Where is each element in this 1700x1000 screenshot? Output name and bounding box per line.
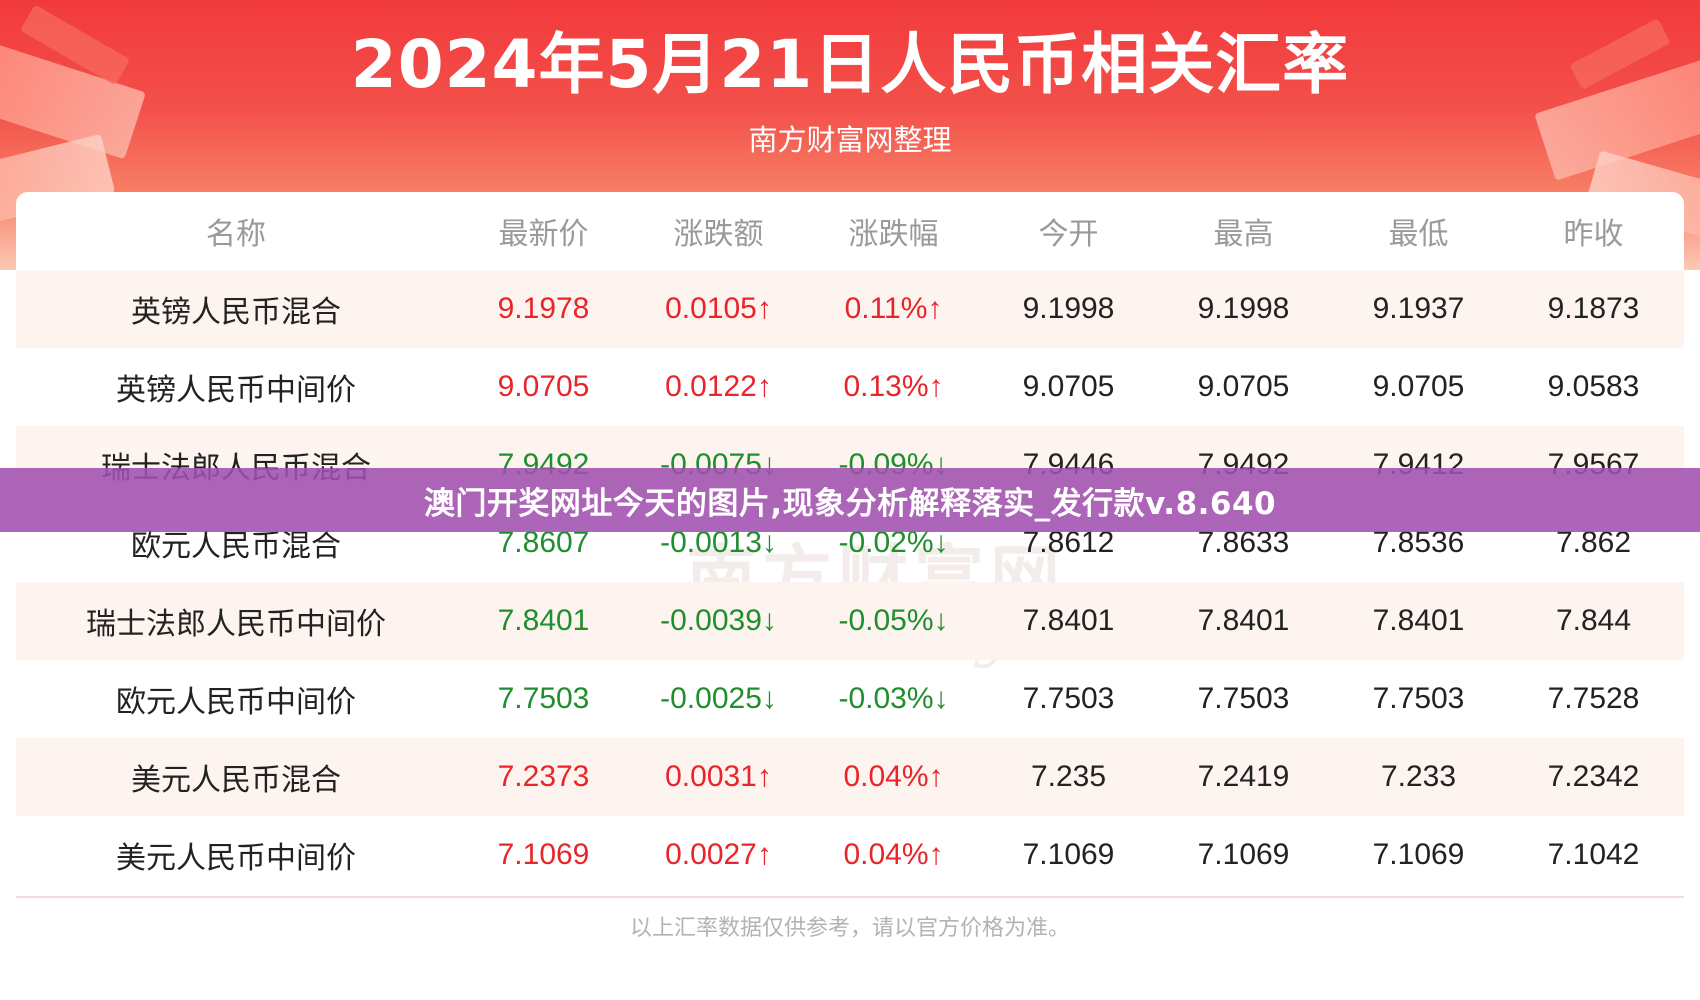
cell-pct: 0.04%↑ [843, 760, 944, 793]
cell-change: 0.0122↑ [665, 370, 772, 403]
col-header-change: 涨跌额 [673, 218, 764, 251]
page-subtitle: 南方财富网整理 [748, 123, 952, 157]
cell-prev: 7.844 [1555, 604, 1632, 637]
cell-latest: 7.8401 [497, 604, 590, 637]
col-header-name: 名称 [206, 217, 266, 252]
cell-pct: -0.03%↓ [838, 682, 949, 715]
cell-high: 9.0705 [1197, 370, 1290, 403]
cell-low: 7.8401 [1372, 604, 1465, 637]
cell-name: 瑞士法郎人民币中间价 [86, 607, 386, 642]
cell-name: 英镑人民币中间价 [116, 373, 356, 408]
table-row: 英镑人民币中间价 9.0705 0.0122↑ 0.13%↑ 9.0705 9.0705 9… [16, 348, 1684, 426]
cell-high: 7.2419 [1197, 760, 1290, 793]
cell-name: 英镑人民币混合 [131, 295, 341, 330]
cell-high: 7.8401 [1197, 604, 1290, 637]
cell-low: 9.1937 [1372, 292, 1465, 325]
cell-change: 0.0027↑ [665, 838, 772, 871]
cell-open: 7.7503 [1022, 682, 1115, 715]
cell-pct: -0.05%↓ [838, 604, 949, 637]
cell-low: 7.1069 [1372, 838, 1465, 871]
cell-prev: 9.0583 [1547, 370, 1640, 403]
footnote: 以上汇率数据仅供参考，请以官方价格为准。 [629, 916, 1070, 941]
cell-name: 欧元人民币中间价 [116, 685, 356, 720]
cell-open: 9.0705 [1022, 370, 1115, 403]
cell-name: 美元人民币混合 [131, 763, 341, 798]
cell-prev: 7.1042 [1547, 838, 1640, 871]
page-title: 2024年5月21日人民币相关汇率 [350, 26, 1350, 103]
cell-high: 7.1069 [1197, 838, 1290, 871]
col-header-low: 最低 [1388, 218, 1449, 251]
cell-pct: 0.11%↑ [844, 292, 943, 325]
cell-low: 9.0705 [1372, 370, 1465, 403]
table-header-row: 名称 最新价 涨跌额 涨跌幅 今开 最高 最低 昨收 [16, 192, 1684, 270]
col-header-open: 今开 [1038, 218, 1099, 251]
overlay-caption-text: 澳门开奖网址今天的图片,现象分析解释落实_发行款v.8.640 [423, 485, 1277, 522]
table-row: 美元人民币中间价 7.1069 0.0027↑ 0.04%↑ 7.1069 7.1069 7… [16, 816, 1684, 894]
cell-high: 7.7503 [1197, 682, 1290, 715]
cell-latest: 7.2373 [497, 760, 590, 793]
cell-open: 9.1998 [1022, 292, 1115, 325]
cell-change: -0.0039↓ [660, 604, 777, 637]
cell-prev: 9.1873 [1547, 292, 1640, 325]
cell-latest: 7.1069 [497, 838, 590, 871]
table-row: 欧元人民币中间价 7.7503 -0.0025↓ -0.03%↓ 7.7503 7.750… [16, 660, 1684, 738]
cell-name: 欧元人民币混合 [131, 529, 341, 564]
cell-prev: 7.2342 [1547, 760, 1640, 793]
overlay-caption-bar: 澳门开奖网址今天的图片,现象分析解释落实_发行款v.8.640 [0, 468, 1700, 532]
col-header-high: 最高 [1213, 218, 1274, 251]
cell-low: 7.233 [1380, 760, 1457, 793]
cell-high: 9.1998 [1197, 292, 1290, 325]
table-row: 英镑人民币混合 9.1978 0.0105↑ 0.11%↑ 9.1998 9.1998 9.… [16, 270, 1684, 348]
cell-open: 7.1069 [1022, 838, 1115, 871]
col-header-latest: 最新价 [498, 218, 589, 251]
rates-table: 南方财富网 Southmoney.com 名称 最新价 涨跌额 涨跌幅 今开 最… [16, 192, 1684, 898]
cell-latest: 7.7503 [497, 682, 590, 715]
table-row: 美元人民币混合 7.2373 0.0031↑ 0.04%↑ 7.235 7.2419 7.2… [16, 738, 1684, 816]
cell-open: 7.235 [1030, 760, 1107, 793]
cell-name: 美元人民币中间价 [116, 841, 356, 876]
cell-open: 7.8401 [1022, 604, 1115, 637]
table-row: 瑞士法郎人民币中间价 7.8401 -0.0039↓ -0.05%↓ 7.8401 7.8… [16, 582, 1684, 660]
cell-change: -0.0025↓ [660, 682, 777, 715]
cell-pct: 0.04%↑ [843, 838, 944, 871]
cell-latest: 9.0705 [497, 370, 590, 403]
cell-pct: 0.13%↑ [843, 370, 944, 403]
cell-low: 7.7503 [1372, 682, 1465, 715]
col-header-pct: 涨跌幅 [848, 218, 939, 251]
cell-change: 0.0105↑ [665, 292, 772, 325]
cell-prev: 7.7528 [1547, 682, 1640, 715]
col-header-prev: 昨收 [1563, 218, 1624, 251]
cell-latest: 9.1978 [497, 292, 590, 325]
cell-change: 0.0031↑ [665, 760, 772, 793]
